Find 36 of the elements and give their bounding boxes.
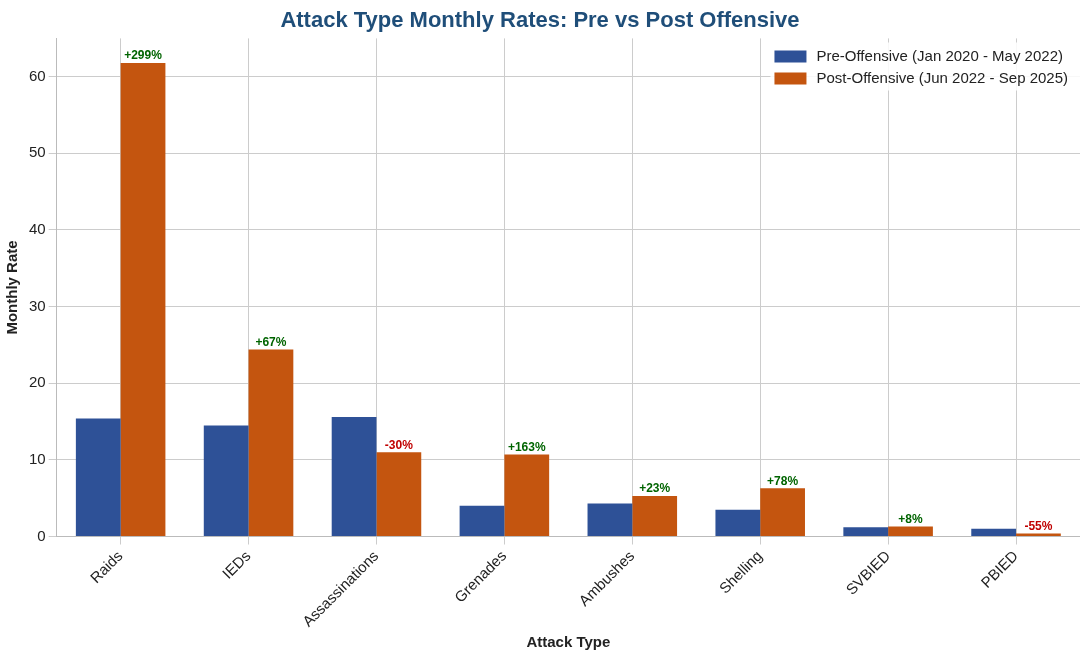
bar	[632, 495, 678, 537]
y-tick-label: 40	[29, 220, 46, 238]
bar	[120, 62, 166, 537]
y-tick-label: 50	[29, 143, 46, 161]
annotation: +78%	[767, 473, 799, 488]
y-tick-label: 20	[29, 373, 46, 391]
bar	[376, 452, 422, 537]
annotation: +23%	[639, 481, 671, 496]
bar	[248, 349, 294, 537]
bar	[459, 505, 505, 537]
bar	[843, 527, 889, 537]
x-axis-title: Attack Type	[526, 633, 611, 651]
annotation: +8%	[898, 511, 924, 526]
annotation: +67%	[255, 334, 287, 349]
y-tick-label: 10	[29, 450, 46, 468]
annotation: +163%	[507, 439, 546, 454]
annotation: -30%	[384, 437, 414, 452]
y-tick-label: 30	[29, 296, 46, 314]
bar	[760, 488, 805, 537]
bar	[504, 454, 550, 537]
bar	[1016, 533, 1061, 537]
bar	[203, 425, 249, 537]
bar	[331, 416, 377, 537]
legend-label: Post-Offensive (Jun 2022 - Sep 2025)	[816, 68, 1069, 86]
bar	[587, 503, 633, 537]
bar	[888, 526, 933, 537]
y-tick-label: 0	[37, 526, 46, 544]
chart-title: Attack Type Monthly Rates: Pre vs Post Offensive	[280, 7, 800, 33]
annotation: +299%	[124, 48, 163, 63]
annotation: -55%	[1024, 518, 1053, 533]
bar	[971, 528, 1017, 537]
y-tick-label: 60	[29, 66, 46, 84]
bar	[75, 418, 121, 537]
legend-label: Pre-Offensive (Jan 2020 - May 2022)	[816, 46, 1063, 64]
y-axis-title: Monthly Rate	[3, 240, 21, 335]
bar	[715, 509, 761, 537]
